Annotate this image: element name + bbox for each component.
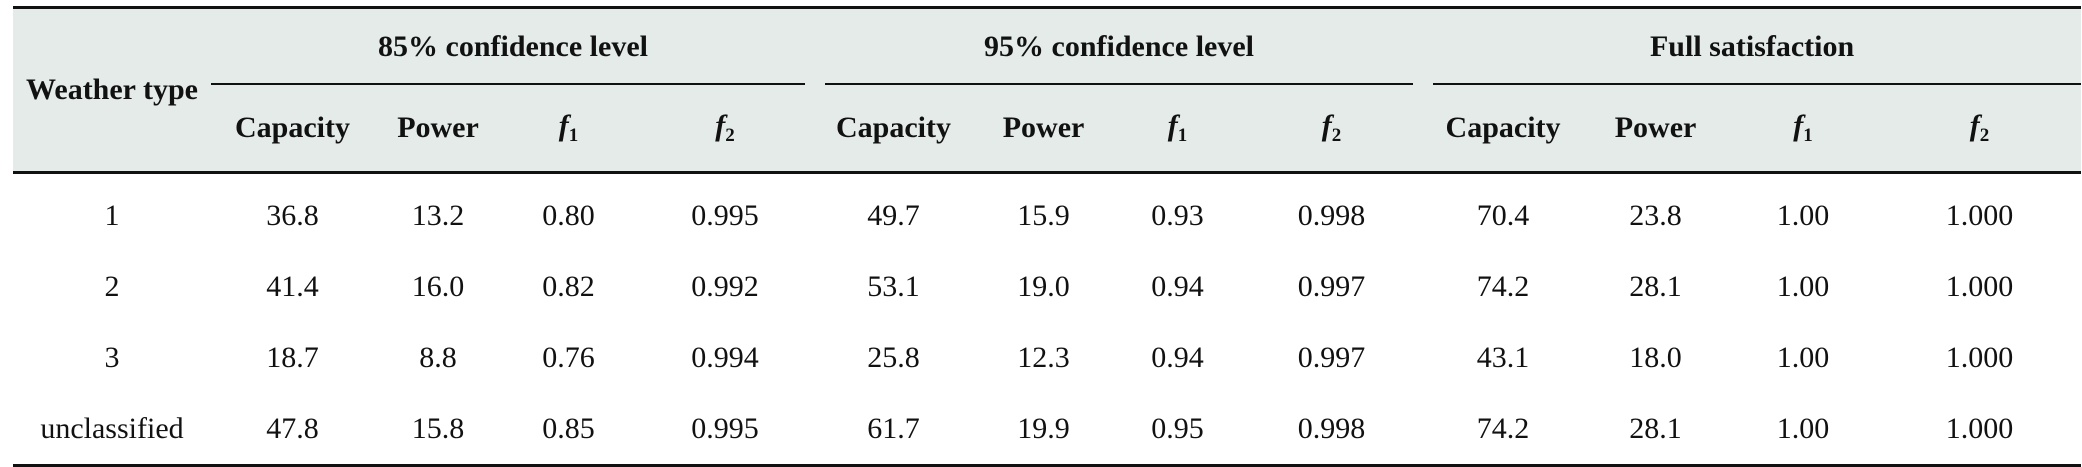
f2-header-85: f2: [635, 85, 816, 174]
f1-subscript: 1: [568, 125, 579, 146]
f1-header-95: f1: [1115, 85, 1241, 174]
f2-full-cell: 1.000: [1945, 340, 2014, 374]
f2-95-cell: 0.998: [1240, 393, 1424, 467]
group-underline-full: [1433, 83, 2082, 85]
weather-type-header: Weather type: [13, 6, 211, 174]
f2-95-cell: 0.997: [1297, 269, 1366, 303]
f1-95-cell: 0.95: [1115, 393, 1241, 467]
capacity-95-cell: 49.7: [867, 198, 920, 232]
f1-full-cell: 1.00: [1776, 269, 1830, 303]
power-85-cell: 16.0: [411, 269, 465, 303]
power-full-cell: 28.1: [1629, 269, 1682, 303]
f1-95-cell: 0.94: [1151, 340, 1204, 374]
f2-subscript: 2: [1331, 125, 1342, 146]
power-full-cell: 18.0: [1629, 340, 1682, 374]
subcolumn-header-row: Capacity Power f1 f2 Capacity Power f1 f…: [13, 85, 2082, 174]
capacity-95-cell: 25.8: [867, 340, 920, 374]
f1-header-85: f1: [502, 85, 635, 174]
group-header-95: 95% confidence level: [815, 6, 1424, 85]
power-95-cell: 12.3: [1017, 340, 1070, 374]
f2-95-cell: 0.998: [1297, 198, 1366, 232]
table-row: 1 36.8 13.2 0.80 0.995 49.7 15.9 0.93 0.…: [13, 173, 2081, 252]
capacity-full-cell: 70.4: [1476, 198, 1530, 232]
power-header-85: Power: [374, 85, 502, 174]
capacity-85-cell: 41.4: [266, 269, 319, 303]
power-header-full: Power: [1583, 85, 1729, 174]
f1-95-cell: 0.93: [1151, 198, 1204, 232]
f2-full-cell: 1.000: [1945, 269, 2014, 303]
f1-header-full: f1: [1728, 85, 1879, 174]
power-full-cell: 23.8: [1629, 198, 1682, 232]
results-table: Weather type 85% confidence level 95% co…: [13, 6, 2082, 467]
f1-95-cell: 0.94: [1151, 269, 1204, 303]
group-header-85: 85% confidence level: [211, 6, 816, 85]
capacity-85-cell: 36.8: [266, 198, 319, 232]
table-row: 2 41.4 16.0 0.82 0.992 53.1 19.0 0.94 0.…: [13, 251, 2081, 322]
power-85-cell: 13.2: [411, 198, 465, 232]
power-95-cell: 19.0: [1017, 269, 1070, 303]
f2-85-cell: 0.992: [691, 269, 759, 303]
table-row: unclassified 47.8 15.8 0.85 0.995 61.7 1…: [13, 393, 2082, 467]
f2-85-cell: 0.994: [691, 340, 759, 374]
group-label-95: 95% confidence level: [984, 30, 1254, 63]
capacity-85-cell: 47.8: [211, 393, 374, 467]
f1-letter: f: [558, 109, 569, 142]
f1-85-cell: 0.82: [542, 269, 595, 303]
capacity-95-cell: 53.1: [867, 269, 920, 303]
power-header-95: Power: [972, 85, 1116, 174]
power-95-cell: 15.9: [1017, 198, 1070, 232]
f2-full-cell: 1.000: [1945, 198, 2014, 232]
f1-85-cell: 0.85: [502, 393, 635, 467]
f2-95-cell: 0.997: [1297, 340, 1366, 374]
capacity-full-cell: 74.2: [1476, 269, 1530, 303]
f2-header-95: f2: [1240, 85, 1424, 174]
group-underline-85: [211, 83, 806, 85]
group-label-85: 85% confidence level: [378, 30, 648, 63]
capacity-header-95: Capacity: [815, 85, 973, 174]
group-header-row: Weather type 85% confidence level 95% co…: [13, 6, 2082, 174]
results-table-container: Weather type 85% confidence level 95% co…: [13, 6, 2082, 467]
f2-header-full: f2: [1878, 85, 2082, 174]
table-body: 1 36.8 13.2 0.80 0.995 49.7 15.9 0.93 0.…: [13, 173, 2082, 467]
group-header-full: Full satisfaction: [1423, 6, 2082, 85]
f1-letter: f: [1167, 109, 1178, 142]
weather-type-cell: unclassified: [13, 393, 211, 467]
f2-subscript: 2: [1979, 125, 1990, 146]
f1-full-cell: 1.00: [1776, 198, 1830, 232]
f1-85-cell: 0.80: [542, 198, 595, 232]
power-95-cell: 19.9: [972, 393, 1116, 467]
table-row: 3 18.7 8.8 0.76 0.994 25.8 12.3 0.94 0.9…: [13, 322, 2081, 393]
f2-85-cell: 0.995: [691, 198, 759, 232]
weather-type-cell: 3: [104, 340, 120, 374]
f2-letter: f: [1321, 109, 1332, 142]
power-85-cell: 15.8: [374, 393, 502, 467]
capacity-85-cell: 18.7: [266, 340, 319, 374]
group-underline-95: [825, 83, 1414, 85]
f2-letter: f: [1969, 109, 1980, 142]
weather-type-cell: 2: [104, 269, 120, 303]
capacity-95-cell: 61.7: [815, 393, 973, 467]
f1-full-cell: 1.00: [1776, 340, 1830, 374]
f1-full-cell: 1.00: [1728, 393, 1879, 467]
capacity-full-cell: 74.2: [1423, 393, 1584, 467]
f2-full-cell: 1.000: [1878, 393, 2082, 467]
f2-85-cell: 0.995: [635, 393, 816, 467]
capacity-header-85: Capacity: [211, 85, 374, 174]
f1-letter: f: [1793, 109, 1804, 142]
table-header: Weather type 85% confidence level 95% co…: [13, 6, 2082, 174]
f2-subscript: 2: [725, 125, 735, 146]
f1-subscript: 1: [1803, 125, 1813, 146]
group-label-full: Full satisfaction: [1649, 30, 1855, 63]
capacity-header-full: Capacity: [1423, 85, 1584, 174]
f1-85-cell: 0.76: [542, 340, 595, 374]
power-85-cell: 8.8: [419, 340, 457, 374]
capacity-full-cell: 43.1: [1476, 340, 1530, 374]
f1-subscript: 1: [1177, 125, 1188, 146]
f2-letter: f: [715, 109, 726, 142]
power-full-cell: 28.1: [1583, 393, 1729, 467]
weather-type-cell: 1: [104, 198, 120, 232]
